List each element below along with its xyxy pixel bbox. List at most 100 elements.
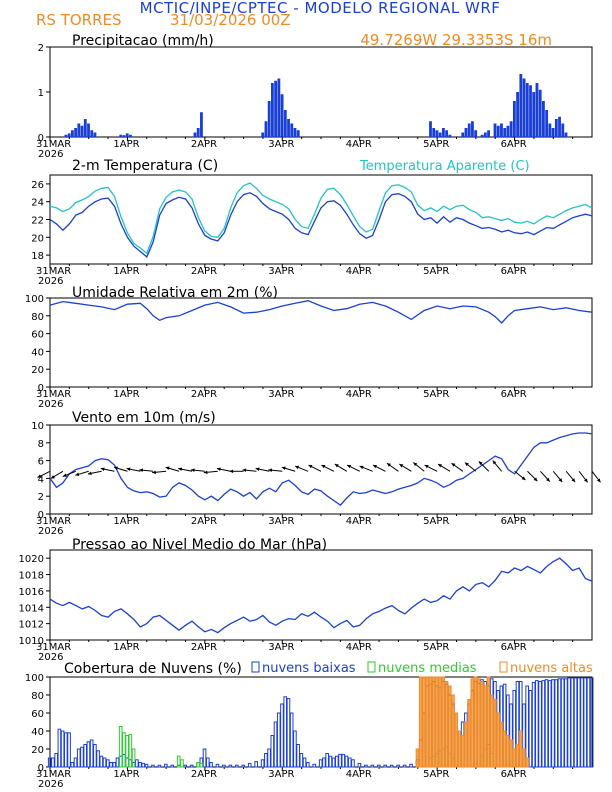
temp-ytick-label: 26 <box>31 180 44 191</box>
cloud-bar-1 <box>196 762 200 768</box>
precip-bar <box>493 123 497 137</box>
temp-xtick-label: 1APR <box>113 266 139 277</box>
wind-vector-head <box>558 478 563 483</box>
mslp-ytick-label: 1014 <box>19 603 44 614</box>
cloud-bar-0 <box>376 764 381 768</box>
mslp-ytick-label: 1016 <box>19 587 44 598</box>
wind-vector-head <box>571 478 576 483</box>
cloud-bar-0 <box>47 757 52 768</box>
rh-ytick-label: 40 <box>31 347 44 358</box>
cloud-bar-0 <box>57 728 62 768</box>
precip-bar <box>519 74 523 137</box>
cloud-bar-0 <box>170 764 175 768</box>
cloud-bar-0 <box>241 764 246 768</box>
cloud-bar-0 <box>567 677 571 768</box>
mslp-ytick-label: 1010 <box>19 636 44 647</box>
cloud-bar-2 <box>476 678 481 768</box>
cloud-bar-2 <box>428 676 433 768</box>
clouds-ytick-label: 80 <box>31 691 44 702</box>
cloud-bar-0 <box>389 764 394 768</box>
header-coordinates: 49.7269W 29.3353S 16m <box>360 31 552 49</box>
rh-xtick-label: 1APR <box>113 389 139 400</box>
wind-vector-head <box>321 464 326 469</box>
wind-vector-head <box>334 464 339 468</box>
cloud-bar-0 <box>589 677 594 768</box>
wind-vector-head <box>50 475 55 479</box>
cloud-bar-2 <box>415 748 420 768</box>
temp-xtick-label: 4APR <box>346 266 372 277</box>
wind-ytick-label: 2 <box>38 492 44 503</box>
cloud-bar-0 <box>364 764 368 768</box>
cloud-bar-1 <box>122 732 126 768</box>
clouds-xtick-label: 2APR <box>191 769 217 780</box>
cloud-bar-0 <box>89 739 94 768</box>
precip-bar <box>264 121 268 137</box>
cloud-bar-0 <box>351 759 355 768</box>
cloud-legend-swatch <box>251 661 260 673</box>
cloud-bar-2 <box>431 676 436 768</box>
temp-ytick-label: 20 <box>31 233 44 244</box>
wind-vector-head <box>37 474 42 478</box>
wind-vector-head <box>126 467 131 472</box>
precip-ytick-label: 0 <box>38 133 44 144</box>
wind-vector-head <box>281 466 286 471</box>
cloud-bar-0 <box>528 690 533 768</box>
cloud-bar-2 <box>454 712 459 768</box>
precip-xtick-label: 4APR <box>346 139 372 150</box>
mslp-xtick-label: 31MAR <box>36 642 71 653</box>
cloud-bar-2 <box>460 735 465 768</box>
precip-xtick-label: 6APR <box>501 139 527 150</box>
wind-vector-head <box>62 473 67 477</box>
cloud-bar-0 <box>341 753 346 768</box>
cloud-bar-0 <box>205 757 210 768</box>
cloud-bar-0 <box>370 764 375 768</box>
cloud-bar-0 <box>264 753 268 768</box>
cloud-bar-0 <box>396 764 400 768</box>
cloud-bar-0 <box>335 755 339 768</box>
precip-bar <box>564 132 568 137</box>
cloud-bar-0 <box>189 764 194 768</box>
mslp-xtick-label: 3APR <box>268 642 294 653</box>
cloud-bar-0 <box>273 721 278 768</box>
precip-bar <box>532 92 536 137</box>
cloud-bar-0 <box>538 681 542 768</box>
rh-title: Umidade Relativa em 2m (%) <box>72 285 278 301</box>
rh-xtick-label: 2APR <box>191 389 217 400</box>
clouds-xtick-label: 5APR <box>423 769 449 780</box>
cloud-bar-0 <box>554 679 559 768</box>
cloud-bar-0 <box>280 703 284 768</box>
cloud-bar-2 <box>525 757 529 768</box>
precip-bar <box>558 116 561 137</box>
precip-bar <box>280 94 284 137</box>
wind-vector-head <box>478 461 483 466</box>
cloud-bar-1 <box>128 734 133 768</box>
temp-xtick-label: 2APR <box>191 266 217 277</box>
cloud-bar-0 <box>247 762 252 768</box>
cloud-bar-0 <box>228 764 233 768</box>
precip-bar <box>290 123 294 137</box>
precip-xtick-label: 31MAR <box>36 139 71 150</box>
precip-bar <box>129 134 132 137</box>
wind-vector-head <box>255 467 260 472</box>
precip-bar <box>93 132 97 137</box>
precip-bar <box>80 125 84 137</box>
cloud-bar-0 <box>583 677 588 768</box>
rh-xtick-label: 3APR <box>268 389 294 400</box>
cloud-bar-0 <box>325 753 329 768</box>
precip-bar <box>538 89 542 137</box>
wind-vector-head <box>451 463 456 467</box>
cloud-bar-0 <box>112 762 117 768</box>
precip-bar <box>480 134 484 137</box>
cloud-bar-0 <box>215 763 220 768</box>
cloud-bar-0 <box>573 677 578 768</box>
precip-bar <box>125 133 129 137</box>
header-run-date: 31/03/2026 00Z <box>170 11 291 29</box>
precip-bar <box>448 134 452 137</box>
cloud-legend-swatch <box>499 661 508 673</box>
precip-ytick-label: 2 <box>38 43 44 54</box>
cloud-bar-0 <box>138 762 142 768</box>
cloud-bar-0 <box>260 759 265 768</box>
cloud-bar-0 <box>141 762 146 768</box>
wind-vector-head <box>584 478 588 483</box>
precip-xtick-label: 5APR <box>423 139 449 150</box>
